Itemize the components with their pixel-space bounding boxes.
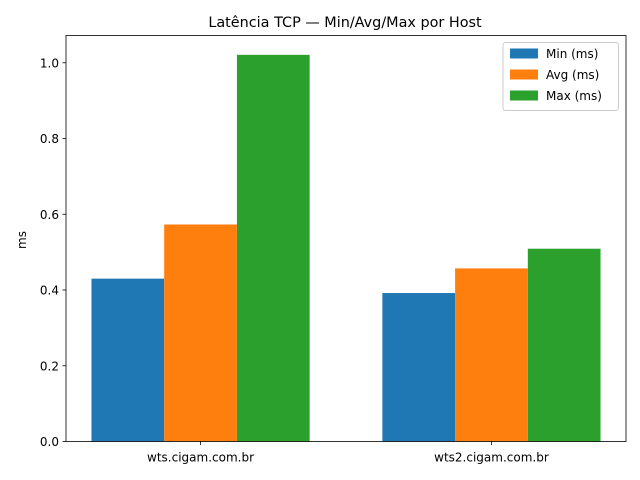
- y-axis-label: ms: [15, 231, 29, 249]
- legend-label: Avg (ms): [546, 68, 599, 82]
- y-tick-label: 0.2: [40, 359, 59, 373]
- bar-1-2: [382, 293, 456, 442]
- legend-label: Min (ms): [546, 47, 598, 61]
- bars: [91, 54, 601, 442]
- legend-label: Max (ms): [546, 89, 602, 103]
- y-tick-label: 0.0: [40, 435, 59, 449]
- y-tick-label: 0.4: [40, 284, 59, 298]
- bar-1-1: [91, 278, 165, 442]
- y-tick-label: 0.8: [40, 132, 59, 146]
- bar-3-2: [527, 248, 601, 442]
- bar-2-2: [455, 268, 528, 442]
- bar-3-1: [236, 54, 310, 442]
- y-axis: 0.0 0.2 0.4 0.6 0.8 1.0: [40, 56, 66, 449]
- legend-swatch: [510, 90, 538, 101]
- legend-swatch: [510, 69, 538, 80]
- legend: Min (ms) Avg (ms) Max (ms): [502, 42, 619, 111]
- x-axis: wts.cigam.com.br wts2.cigam.com.br: [147, 441, 549, 465]
- y-tick-label: 1.0: [40, 56, 59, 70]
- x-tick-label: wts.cigam.com.br: [147, 451, 254, 465]
- y-tick-label: 0.6: [40, 208, 59, 222]
- plot-frame: [65, 35, 627, 442]
- bar-2-1: [164, 224, 237, 442]
- legend-swatch: [510, 48, 538, 59]
- x-tick-label: wts2.cigam.com.br: [434, 451, 549, 465]
- chart-title: Latência TCP — Min/Avg/Max por Host: [208, 15, 482, 31]
